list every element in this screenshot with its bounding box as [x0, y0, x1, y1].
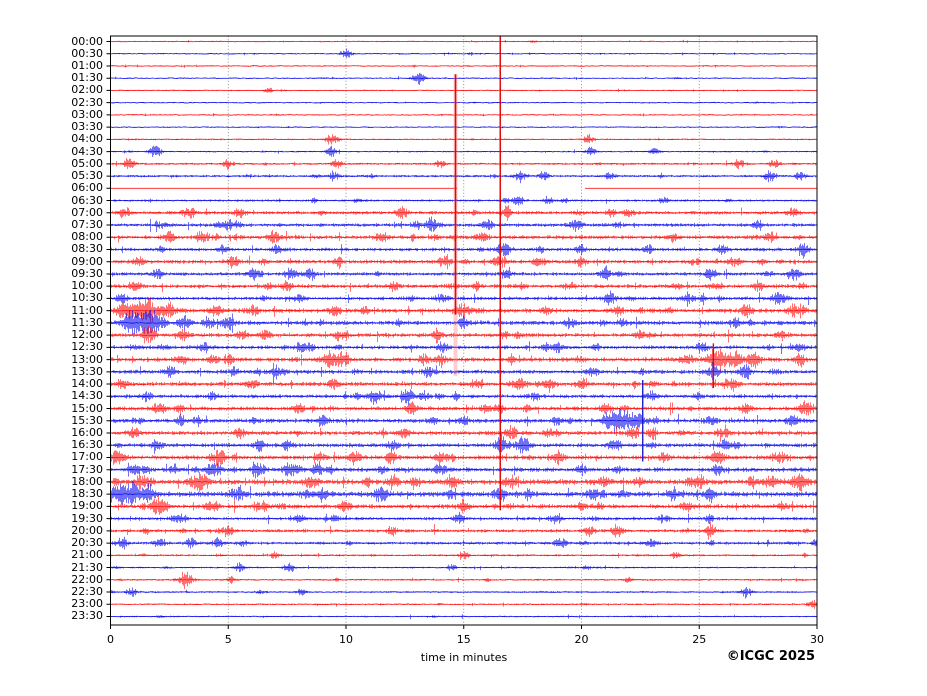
row-label: 06:00 — [71, 181, 103, 195]
row-label: 07:00 — [71, 205, 103, 219]
row-label: 09:30 — [71, 266, 103, 280]
row-label: 12:00 — [71, 328, 103, 342]
row-label: 15:00 — [71, 401, 103, 415]
row-label: 10:00 — [71, 279, 103, 293]
row-label: 23:00 — [71, 597, 103, 611]
row-label: 05:00 — [71, 156, 103, 170]
row-label: 18:00 — [71, 474, 103, 488]
x-tick-label: 30 — [810, 633, 824, 646]
row-label: 10:30 — [71, 291, 103, 305]
x-tick-label: 15 — [456, 633, 471, 646]
row-label: 01:00 — [71, 58, 103, 72]
x-tick-label: 25 — [692, 633, 707, 646]
row-label: 16:00 — [71, 425, 103, 439]
row-label: 19:30 — [71, 511, 103, 525]
x-tick-label: 5 — [224, 633, 232, 646]
row-label: 14:30 — [71, 389, 103, 403]
row-label: 21:30 — [71, 560, 103, 574]
row-label: 23:30 — [71, 609, 103, 623]
row-label: 17:30 — [71, 462, 103, 476]
row-label: 14:00 — [71, 377, 103, 391]
row-label: 15:30 — [71, 413, 103, 427]
row-label: 16:30 — [71, 438, 103, 452]
row-label: 08:00 — [71, 230, 103, 244]
row-label: 12:30 — [71, 340, 103, 354]
row-label: 03:00 — [71, 107, 103, 121]
row-label: 00:30 — [71, 46, 103, 60]
x-tick-label: 10 — [339, 633, 353, 646]
row-label: 11:00 — [71, 303, 103, 317]
row-label: 11:30 — [71, 315, 103, 329]
x-tick-label: 0 — [107, 633, 114, 646]
copyright-label: ©ICGC 2025 — [726, 649, 815, 664]
row-label: 09:00 — [71, 254, 103, 268]
row-label: 04:30 — [71, 144, 103, 158]
row-label: 04:00 — [71, 132, 103, 146]
row-label: 22:30 — [71, 585, 103, 599]
row-label: 08:30 — [71, 242, 103, 256]
row-label: 13:30 — [71, 364, 103, 378]
row-label: 13:00 — [71, 352, 103, 366]
row-label: 03:30 — [71, 120, 103, 134]
row-label: 06:30 — [71, 193, 103, 207]
row-label: 01:30 — [71, 71, 103, 85]
row-label: 21:00 — [71, 548, 103, 562]
row-label: 20:30 — [71, 536, 103, 550]
row-label: 18:30 — [71, 487, 103, 501]
x-tick-label: 20 — [574, 633, 589, 646]
row-label: 02:00 — [71, 83, 103, 97]
row-label: 19:00 — [71, 499, 103, 513]
row-label: 22:00 — [71, 572, 103, 586]
row-label: 20:00 — [71, 523, 103, 537]
row-label: 07:30 — [71, 218, 103, 231]
row-label: 17:00 — [71, 450, 103, 464]
x-axis-title: time in minutes — [420, 651, 508, 664]
row-label: 02:30 — [71, 95, 103, 109]
row-label: 05:30 — [71, 169, 103, 183]
row-label: 00:00 — [71, 34, 103, 48]
